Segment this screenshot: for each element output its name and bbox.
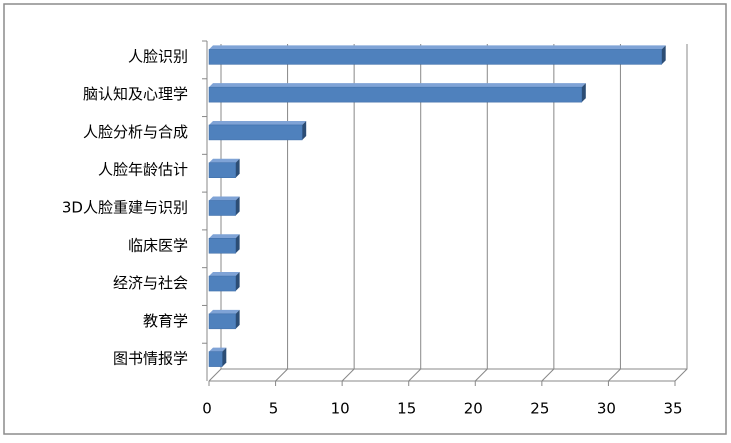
bar-front (208, 275, 236, 292)
bar-side (235, 309, 240, 329)
x-tick-label: 0 (202, 400, 212, 418)
bar-top (209, 347, 227, 352)
bar-top (209, 196, 240, 201)
x-tick-label: 20 (464, 400, 483, 418)
x-tick-label: 5 (269, 400, 279, 418)
bar-front (208, 124, 303, 141)
bar-side (235, 234, 240, 254)
bar-front (208, 200, 236, 216)
bar-top (209, 158, 240, 163)
y-tick-label: 3D人脸重建与识别 (62, 199, 188, 217)
bar-side (235, 196, 240, 216)
bar-front (208, 49, 662, 65)
grid-line (674, 44, 688, 382)
bar (208, 45, 666, 65)
y-tick-label: 人脸年龄估计 (98, 161, 188, 179)
bar (208, 234, 240, 254)
y-tick-label: 经济与社会 (113, 274, 188, 292)
bar-front (208, 238, 236, 254)
x-tick-label: 30 (597, 400, 616, 418)
bar (208, 272, 240, 292)
bar (208, 120, 307, 141)
bar-side (661, 45, 666, 65)
bar (208, 158, 240, 178)
bar-top (209, 83, 586, 88)
x-tick-label: 15 (397, 400, 416, 418)
bar-top (209, 272, 240, 277)
y-tick-label: 脑认知及心理学 (83, 85, 188, 103)
bar-side (302, 120, 307, 140)
bar-front (208, 86, 583, 103)
grid-line (474, 44, 488, 382)
grid-line (608, 44, 621, 382)
grid-line (408, 44, 422, 382)
bar (208, 196, 240, 216)
grid-line (341, 44, 355, 382)
chart-frame (3, 3, 727, 435)
y-tick-label: 人脸识别 (128, 47, 188, 65)
bar-side (235, 158, 240, 178)
bar-front (208, 313, 236, 330)
bar (208, 309, 240, 330)
bar-side (581, 83, 586, 103)
y-tick-label: 教育学 (143, 312, 188, 330)
bar-side (222, 347, 227, 367)
bar-front (208, 351, 223, 367)
bar (208, 347, 227, 367)
grid-line (275, 44, 289, 382)
x-tick-label: 35 (663, 400, 682, 418)
grid-line (541, 44, 555, 382)
bar-front (208, 162, 236, 178)
y-tick-label: 人脸分析与合成 (83, 123, 188, 141)
y-tick-label: 临床医学 (128, 236, 188, 254)
y-tick-label: 图书情报学 (113, 350, 188, 368)
bar-top (209, 234, 240, 239)
bar-top (209, 120, 307, 125)
grid-line (208, 44, 222, 382)
bar-top (209, 45, 666, 50)
bar-top (209, 309, 240, 314)
x-tick-label: 25 (530, 400, 549, 418)
bar-side (235, 272, 240, 292)
bar (208, 83, 586, 103)
x-tick-label: 10 (331, 400, 350, 418)
